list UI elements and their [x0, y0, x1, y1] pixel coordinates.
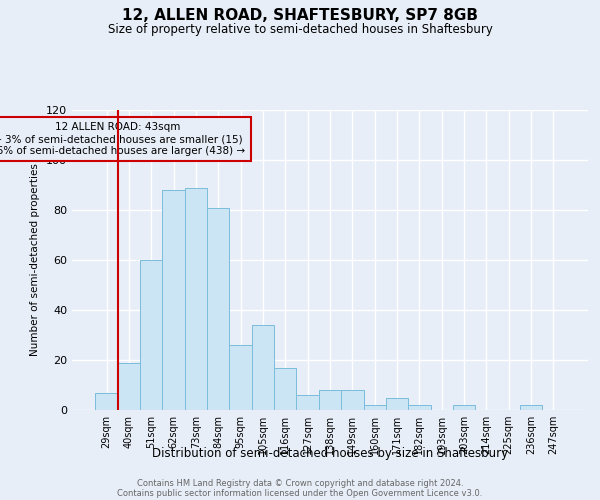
Bar — [95, 392, 118, 410]
Bar — [408, 405, 431, 410]
Bar — [252, 325, 274, 410]
Bar — [319, 390, 341, 410]
Bar — [207, 208, 229, 410]
Bar — [453, 405, 475, 410]
Bar — [341, 390, 364, 410]
Text: Distribution of semi-detached houses by size in Shaftesbury: Distribution of semi-detached houses by … — [152, 448, 508, 460]
Text: Contains HM Land Registry data © Crown copyright and database right 2024.: Contains HM Land Registry data © Crown c… — [137, 478, 463, 488]
Y-axis label: Number of semi-detached properties: Number of semi-detached properties — [31, 164, 40, 356]
Bar — [520, 405, 542, 410]
Bar — [229, 345, 252, 410]
Bar — [274, 368, 296, 410]
Bar — [118, 362, 140, 410]
Text: Contains public sector information licensed under the Open Government Licence v3: Contains public sector information licen… — [118, 488, 482, 498]
Bar — [140, 260, 163, 410]
Text: Size of property relative to semi-detached houses in Shaftesbury: Size of property relative to semi-detach… — [107, 22, 493, 36]
Bar — [185, 188, 207, 410]
Bar — [163, 190, 185, 410]
Text: 12, ALLEN ROAD, SHAFTESBURY, SP7 8GB: 12, ALLEN ROAD, SHAFTESBURY, SP7 8GB — [122, 8, 478, 22]
Bar — [296, 395, 319, 410]
Text: 12 ALLEN ROAD: 43sqm
← 3% of semi-detached houses are smaller (15)
96% of semi-d: 12 ALLEN ROAD: 43sqm ← 3% of semi-detach… — [0, 122, 245, 156]
Bar — [364, 405, 386, 410]
Bar — [386, 398, 408, 410]
